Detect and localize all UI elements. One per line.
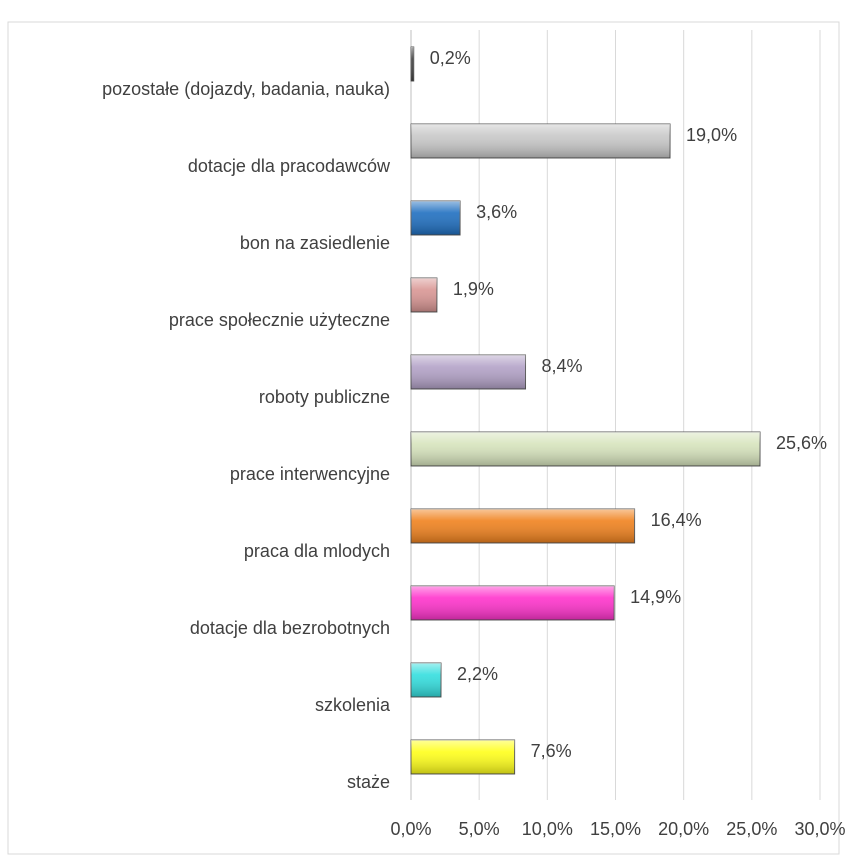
bar-shine (411, 201, 461, 235)
value-label: 14,9% (630, 587, 681, 607)
value-label: 16,4% (651, 510, 702, 530)
y-tick-label: szkolenia (315, 695, 391, 715)
value-label: 0,2% (430, 48, 471, 68)
bar-shine (411, 355, 526, 389)
bar-shine (411, 432, 761, 466)
x-tick-label: 30,0% (794, 819, 845, 839)
value-label: 19,0% (686, 125, 737, 145)
y-tick-label: dotacje dla pracodawców (188, 156, 391, 176)
x-tick-label: 20,0% (658, 819, 709, 839)
y-tick-label: dotacje dla bezrobotnych (190, 618, 390, 638)
x-tick-label: 0,0% (390, 819, 431, 839)
x-tick-label: 10,0% (522, 819, 573, 839)
y-tick-label: praca dla mlodych (244, 541, 390, 561)
bar-shine (411, 47, 414, 81)
value-label: 1,9% (453, 279, 494, 299)
y-tick-label: prace społecznie użyteczne (169, 310, 390, 330)
y-tick-label: prace interwencyjne (230, 464, 390, 484)
bar-shine (411, 124, 671, 158)
value-label: 25,6% (776, 433, 827, 453)
x-tick-label: 25,0% (726, 819, 777, 839)
y-tick-label: pozostałe (dojazdy, badania, nauka) (102, 79, 390, 99)
x-tick-label: 5,0% (459, 819, 500, 839)
x-tick-label: 15,0% (590, 819, 641, 839)
bar-shine (411, 586, 615, 620)
bar-shine (411, 278, 437, 312)
value-label: 7,6% (531, 741, 572, 761)
y-tick-label: roboty publiczne (259, 387, 390, 407)
y-tick-label: bon na zasiedlenie (240, 233, 390, 253)
y-tick-label: staże (347, 772, 390, 792)
bar-shine (411, 740, 515, 774)
value-label: 2,2% (457, 664, 498, 684)
bar-shine (411, 509, 635, 543)
bar-shine (411, 663, 441, 697)
value-label: 8,4% (542, 356, 583, 376)
value-label: 3,6% (476, 202, 517, 222)
